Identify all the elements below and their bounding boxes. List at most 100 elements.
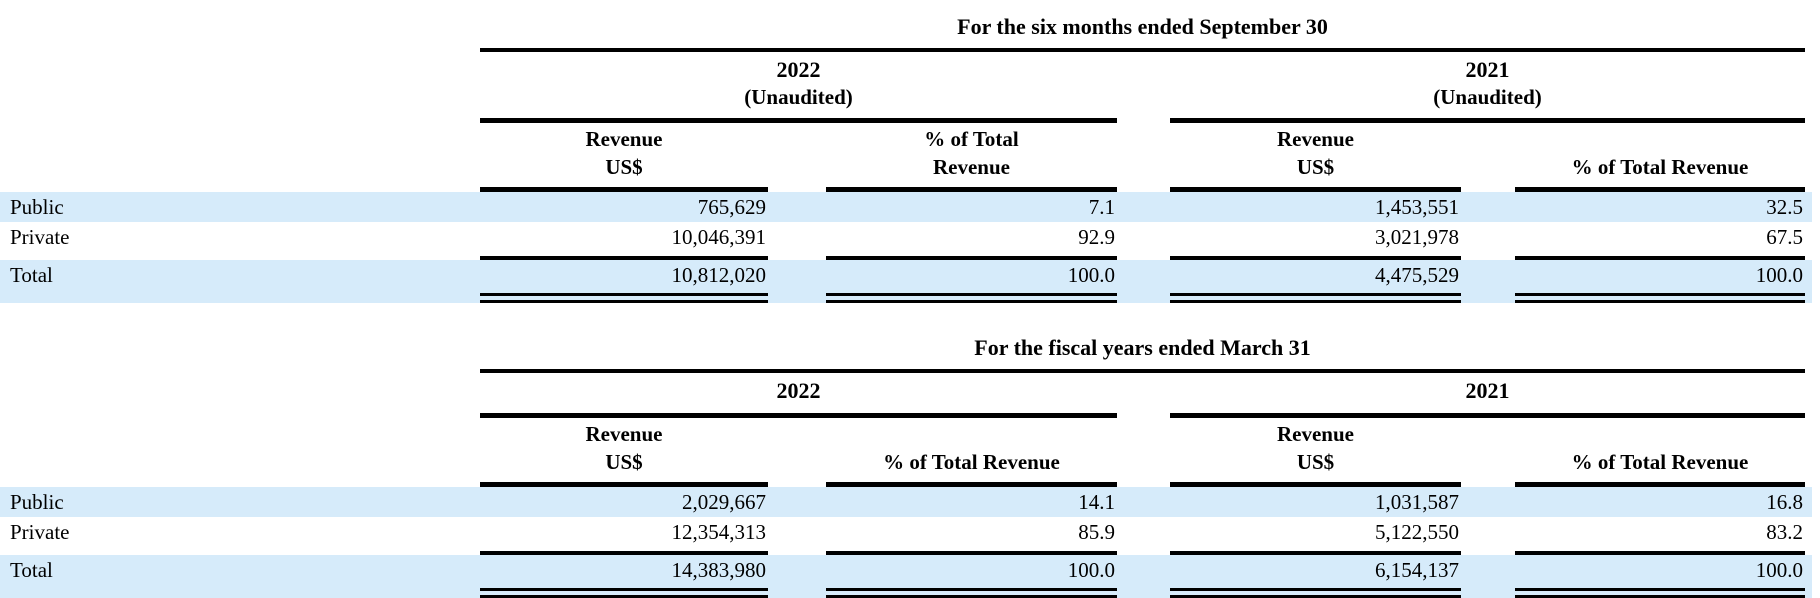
column-header-revenue: Revenue US$ (480, 123, 768, 181)
row-label: Private (10, 225, 70, 249)
group-rule (480, 118, 1117, 123)
double-rule (1170, 293, 1461, 303)
cell-value: 32.5 (1766, 195, 1803, 219)
table-gap (0, 303, 1820, 329)
table-row-public: Public 2,029,667 14.1 1,031,587 16.8 (0, 487, 1820, 517)
cell-value: 14.1 (1078, 490, 1115, 514)
cell-value: 2,029,667 (682, 490, 766, 514)
cell-value: 765,629 (697, 195, 766, 219)
column-header-line2: % of Total Revenue (883, 450, 1060, 474)
fiscal-years-table: For the fiscal years ended March 31 2022… (0, 329, 1820, 598)
column-header-line1: Revenue (585, 127, 663, 151)
table-row-private: Private 10,046,391 92.9 3,021,978 67.5 (0, 222, 1820, 252)
column-header-line2: US$ (1296, 155, 1335, 179)
year-header-2021: 2021 (1465, 378, 1510, 403)
column-rule (1515, 256, 1805, 260)
column-header-percent: % of Total Revenue (1515, 123, 1805, 181)
table-row-total: Total 14,383,980 100.0 6,154,137 100.0 (0, 555, 1820, 585)
group-rule (480, 413, 1117, 418)
unaudited-note: (Unaudited) (1433, 85, 1542, 109)
double-rule (480, 588, 768, 598)
column-rule (1515, 482, 1805, 487)
cell-value: 100.0 (1755, 263, 1803, 287)
column-rule (1170, 551, 1461, 555)
double-rule (1170, 588, 1461, 598)
total-separator (0, 547, 1820, 555)
cell-value: 100.0 (1067, 263, 1115, 287)
column-rule (1515, 551, 1805, 555)
total-double-rule-row (0, 585, 1820, 598)
column-header-line2: US$ (605, 450, 643, 474)
row-label: Public (10, 490, 64, 514)
column-header-line1: Revenue (585, 422, 663, 446)
column-header-revenue: Revenue US$ (1170, 123, 1461, 181)
column-header-percent: % of Total Revenue (826, 123, 1117, 181)
cell-value: 10,812,020 (671, 263, 767, 287)
total-separator (0, 252, 1820, 260)
six-months-table: For the six months ended September 30 20… (0, 8, 1820, 303)
cell-value: 1,453,551 (1375, 195, 1459, 219)
column-rule (1170, 187, 1461, 192)
year-header-2021: 2021 (1465, 57, 1510, 82)
cell-value: 5,122,550 (1375, 520, 1459, 544)
column-header-percent: % of Total Revenue (1515, 418, 1805, 476)
double-rule (480, 293, 768, 303)
group-rule (1170, 118, 1805, 123)
column-header-revenue: Revenue US$ (480, 418, 768, 476)
cell-value: 7.1 (1088, 195, 1115, 219)
horizontal-rule (480, 48, 1805, 52)
column-rule (826, 551, 1117, 555)
column-rule (480, 482, 768, 487)
double-rule (826, 588, 1117, 598)
group-rule (1170, 413, 1805, 418)
column-header-percent: % of Total Revenue (826, 418, 1117, 476)
column-rule (1170, 256, 1461, 260)
cell-value: 16.8 (1766, 490, 1803, 514)
cell-value: 85.9 (1078, 520, 1115, 544)
table-row-total: Total 10,812,020 100.0 4,475,529 100.0 (0, 260, 1820, 290)
year-header-2022: 2022 (776, 57, 821, 82)
cell-value: 1,031,587 (1375, 490, 1459, 514)
column-header-line2: Revenue (933, 155, 1010, 179)
column-rule (826, 256, 1117, 260)
column-header-line2: US$ (605, 155, 643, 179)
double-rule (1515, 588, 1805, 598)
cell-value: 12,354,313 (671, 520, 767, 544)
total-double-rule-row (0, 290, 1820, 303)
double-rule (1515, 293, 1805, 303)
cell-value: 4,475,529 (1375, 263, 1459, 287)
row-label: Total (10, 558, 53, 582)
table-title: For the six months ended September 30 (957, 14, 1328, 39)
column-header-line1: Revenue (1277, 127, 1354, 151)
table-row-public: Public 765,629 7.1 1,453,551 32.5 (0, 192, 1820, 222)
column-header-line2: % of Total Revenue (1571, 155, 1749, 179)
horizontal-rule (480, 369, 1805, 373)
column-header-line2: US$ (1296, 450, 1335, 474)
cell-value: 67.5 (1766, 225, 1803, 249)
cell-value: 3,021,978 (1375, 225, 1459, 249)
column-header-revenue: Revenue US$ (1170, 418, 1461, 476)
cell-value: 100.0 (1755, 558, 1803, 582)
cell-value: 14,383,980 (671, 558, 767, 582)
row-label: Private (10, 520, 70, 544)
table-row-private: Private 12,354,313 85.9 5,122,550 83.2 (0, 517, 1820, 547)
table-title: For the fiscal years ended March 31 (974, 335, 1311, 360)
column-rule (826, 482, 1117, 487)
column-header-line1: Revenue (1277, 422, 1354, 446)
cell-value: 100.0 (1067, 558, 1115, 582)
row-label: Total (10, 263, 53, 287)
column-rule (1170, 482, 1461, 487)
column-rule (826, 187, 1117, 192)
column-rule (480, 256, 768, 260)
column-rule (1515, 187, 1805, 192)
column-header-line1: % of Total (924, 127, 1019, 151)
cell-value: 92.9 (1078, 225, 1115, 249)
double-rule (826, 293, 1117, 303)
cell-value: 83.2 (1766, 520, 1803, 544)
unaudited-note: (Unaudited) (744, 85, 853, 109)
cell-value: 10,046,391 (671, 225, 767, 249)
column-rule (480, 187, 768, 192)
column-rule (480, 551, 768, 555)
column-header-line2: % of Total Revenue (1571, 450, 1749, 474)
